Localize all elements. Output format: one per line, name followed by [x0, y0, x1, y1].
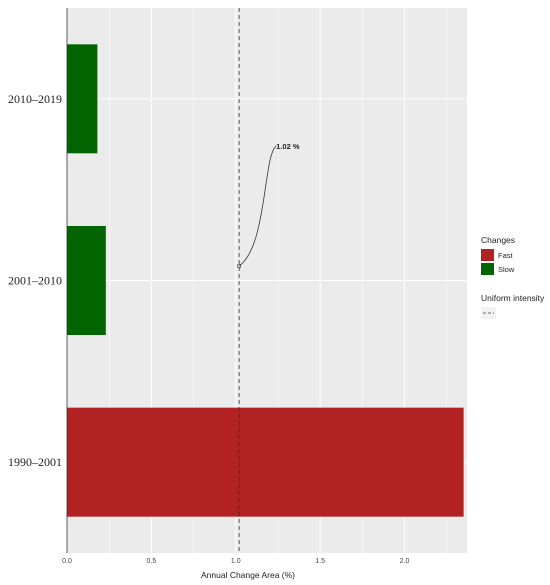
legend-line-title: Uniform intensity: [481, 293, 545, 303]
x-tick-label: 0.0: [62, 558, 72, 565]
reference-line-group: 1.02 %: [237, 8, 300, 553]
legend-label-slow: Slow: [498, 265, 515, 274]
y-tick-label: 2010–2019: [8, 92, 62, 106]
annotation-label: 1.02 %: [276, 142, 300, 151]
x-tick-label: 0.5: [147, 558, 157, 565]
annotation-point: [237, 264, 241, 268]
y-tick-labels: 1990–2001 2001–2010 2010–2019: [8, 92, 62, 469]
bar-fast: [67, 407, 464, 517]
y-tick-label: 2001–2010: [8, 274, 62, 288]
x-axis-title: Annual Change Area (%): [201, 570, 295, 580]
x-tick-labels: 0.0 0.5 1.0 1.5 2.0: [62, 558, 409, 565]
legend-swatch-fast: [481, 249, 494, 261]
x-tick-label: 1.0: [231, 558, 241, 565]
x-tick-label: 1.5: [315, 558, 325, 565]
bars: [67, 44, 464, 517]
y-tick-label: 1990–2001: [8, 455, 62, 469]
bar-slow: [67, 44, 98, 154]
legend-swatch-slow: [481, 263, 494, 275]
legend-title: Changes: [481, 235, 515, 245]
annotation-curve: [238, 145, 277, 267]
x-tick-label: 2.0: [400, 558, 410, 565]
bar-slow: [67, 226, 106, 335]
legend-label-fast: Fast: [498, 251, 514, 260]
legend: Changes Fast Slow Uniform intensity: [481, 235, 545, 319]
